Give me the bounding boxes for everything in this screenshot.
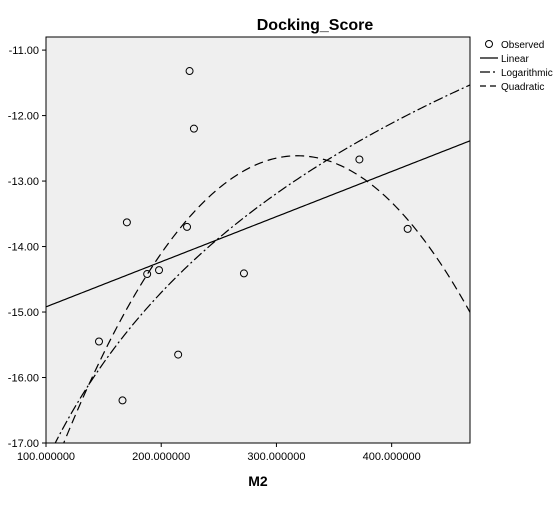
observed-point: [355, 155, 364, 164]
observed-point: [95, 337, 103, 346]
observed-point: [155, 266, 164, 275]
observed-point: [189, 124, 198, 133]
x-axis-label: M2: [248, 473, 268, 489]
observed-point: [185, 67, 194, 76]
x-tick-label: 200.000000: [132, 451, 190, 463]
legend-label: Observed: [501, 40, 544, 51]
y-tick-label: -15.00: [8, 307, 39, 319]
fit-lines: [46, 84, 470, 443]
observed-point: [183, 222, 192, 231]
linear-fit-line: [46, 140, 470, 308]
legend-marker-observed: [485, 40, 493, 48]
x-tick-label: 400.000000: [363, 451, 421, 463]
observed-points: [95, 67, 412, 405]
y-tick-label: -16.00: [8, 373, 39, 385]
legend: Observed Linear Logarithmic Quadratic: [480, 40, 553, 93]
y-tick-label: -17.00: [8, 438, 39, 450]
y-tick-label: -13.00: [8, 176, 39, 188]
observed-point: [122, 218, 131, 227]
plot-area: [45, 36, 471, 444]
observed-point: [403, 224, 412, 233]
observed-point: [143, 270, 152, 279]
x-tick-label: 100.000000: [17, 451, 75, 463]
legend-label: Logarithmic: [501, 68, 553, 79]
observed-point: [118, 396, 127, 405]
legend-label: Quadratic: [501, 82, 544, 93]
observed-point: [174, 350, 183, 359]
x-tick-label: 300.000000: [247, 451, 305, 463]
legend-label: Linear: [501, 54, 529, 65]
observed-point: [239, 269, 248, 278]
quadratic-fit-line: [63, 155, 470, 443]
chart-title: Docking_Score: [257, 17, 374, 34]
y-axis: -11.00 -12.00 -13.00 -14.00 -15.00 -16.00 -17.…: [8, 45, 46, 450]
x-axis: 100.000000 200.000000 300.000000 400.000000: [17, 443, 421, 463]
y-tick-label: -12.00: [8, 111, 39, 123]
y-tick-label: -11.00: [9, 45, 39, 57]
y-tick-label: -14.00: [8, 242, 39, 254]
